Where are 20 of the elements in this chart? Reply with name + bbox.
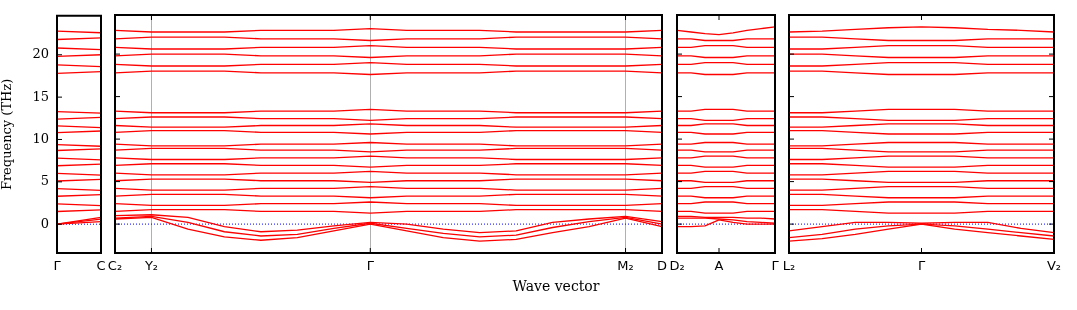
x-tick-label: L₂: [782, 258, 796, 274]
x-tick-label: D₂: [669, 258, 685, 274]
x-tick-label: Γ: [53, 258, 62, 274]
y-tick-label: 0: [40, 215, 49, 231]
x-tick-label: Γ: [771, 258, 780, 274]
x-tick-label: C₂: [107, 258, 123, 274]
x-tick-label: Y₂: [143, 258, 159, 274]
y-tick-label: 20: [32, 46, 49, 62]
x-tick-label: A: [714, 258, 724, 274]
x-tick-label: Γ: [366, 258, 375, 274]
x-tick-label: C: [96, 258, 106, 274]
x-tick-label: M₂: [617, 258, 634, 274]
y-tick-label: 10: [32, 130, 49, 146]
y-axis-title: Frequency (THz): [0, 78, 15, 191]
x-axis-title: Wave vector: [512, 278, 600, 294]
x-tick-label: Γ: [917, 258, 926, 274]
x-tick-label: V₂: [1046, 258, 1062, 274]
y-tick-label: 15: [32, 88, 49, 104]
x-tick-label: D: [656, 258, 668, 274]
y-tick-label: 5: [40, 173, 49, 189]
